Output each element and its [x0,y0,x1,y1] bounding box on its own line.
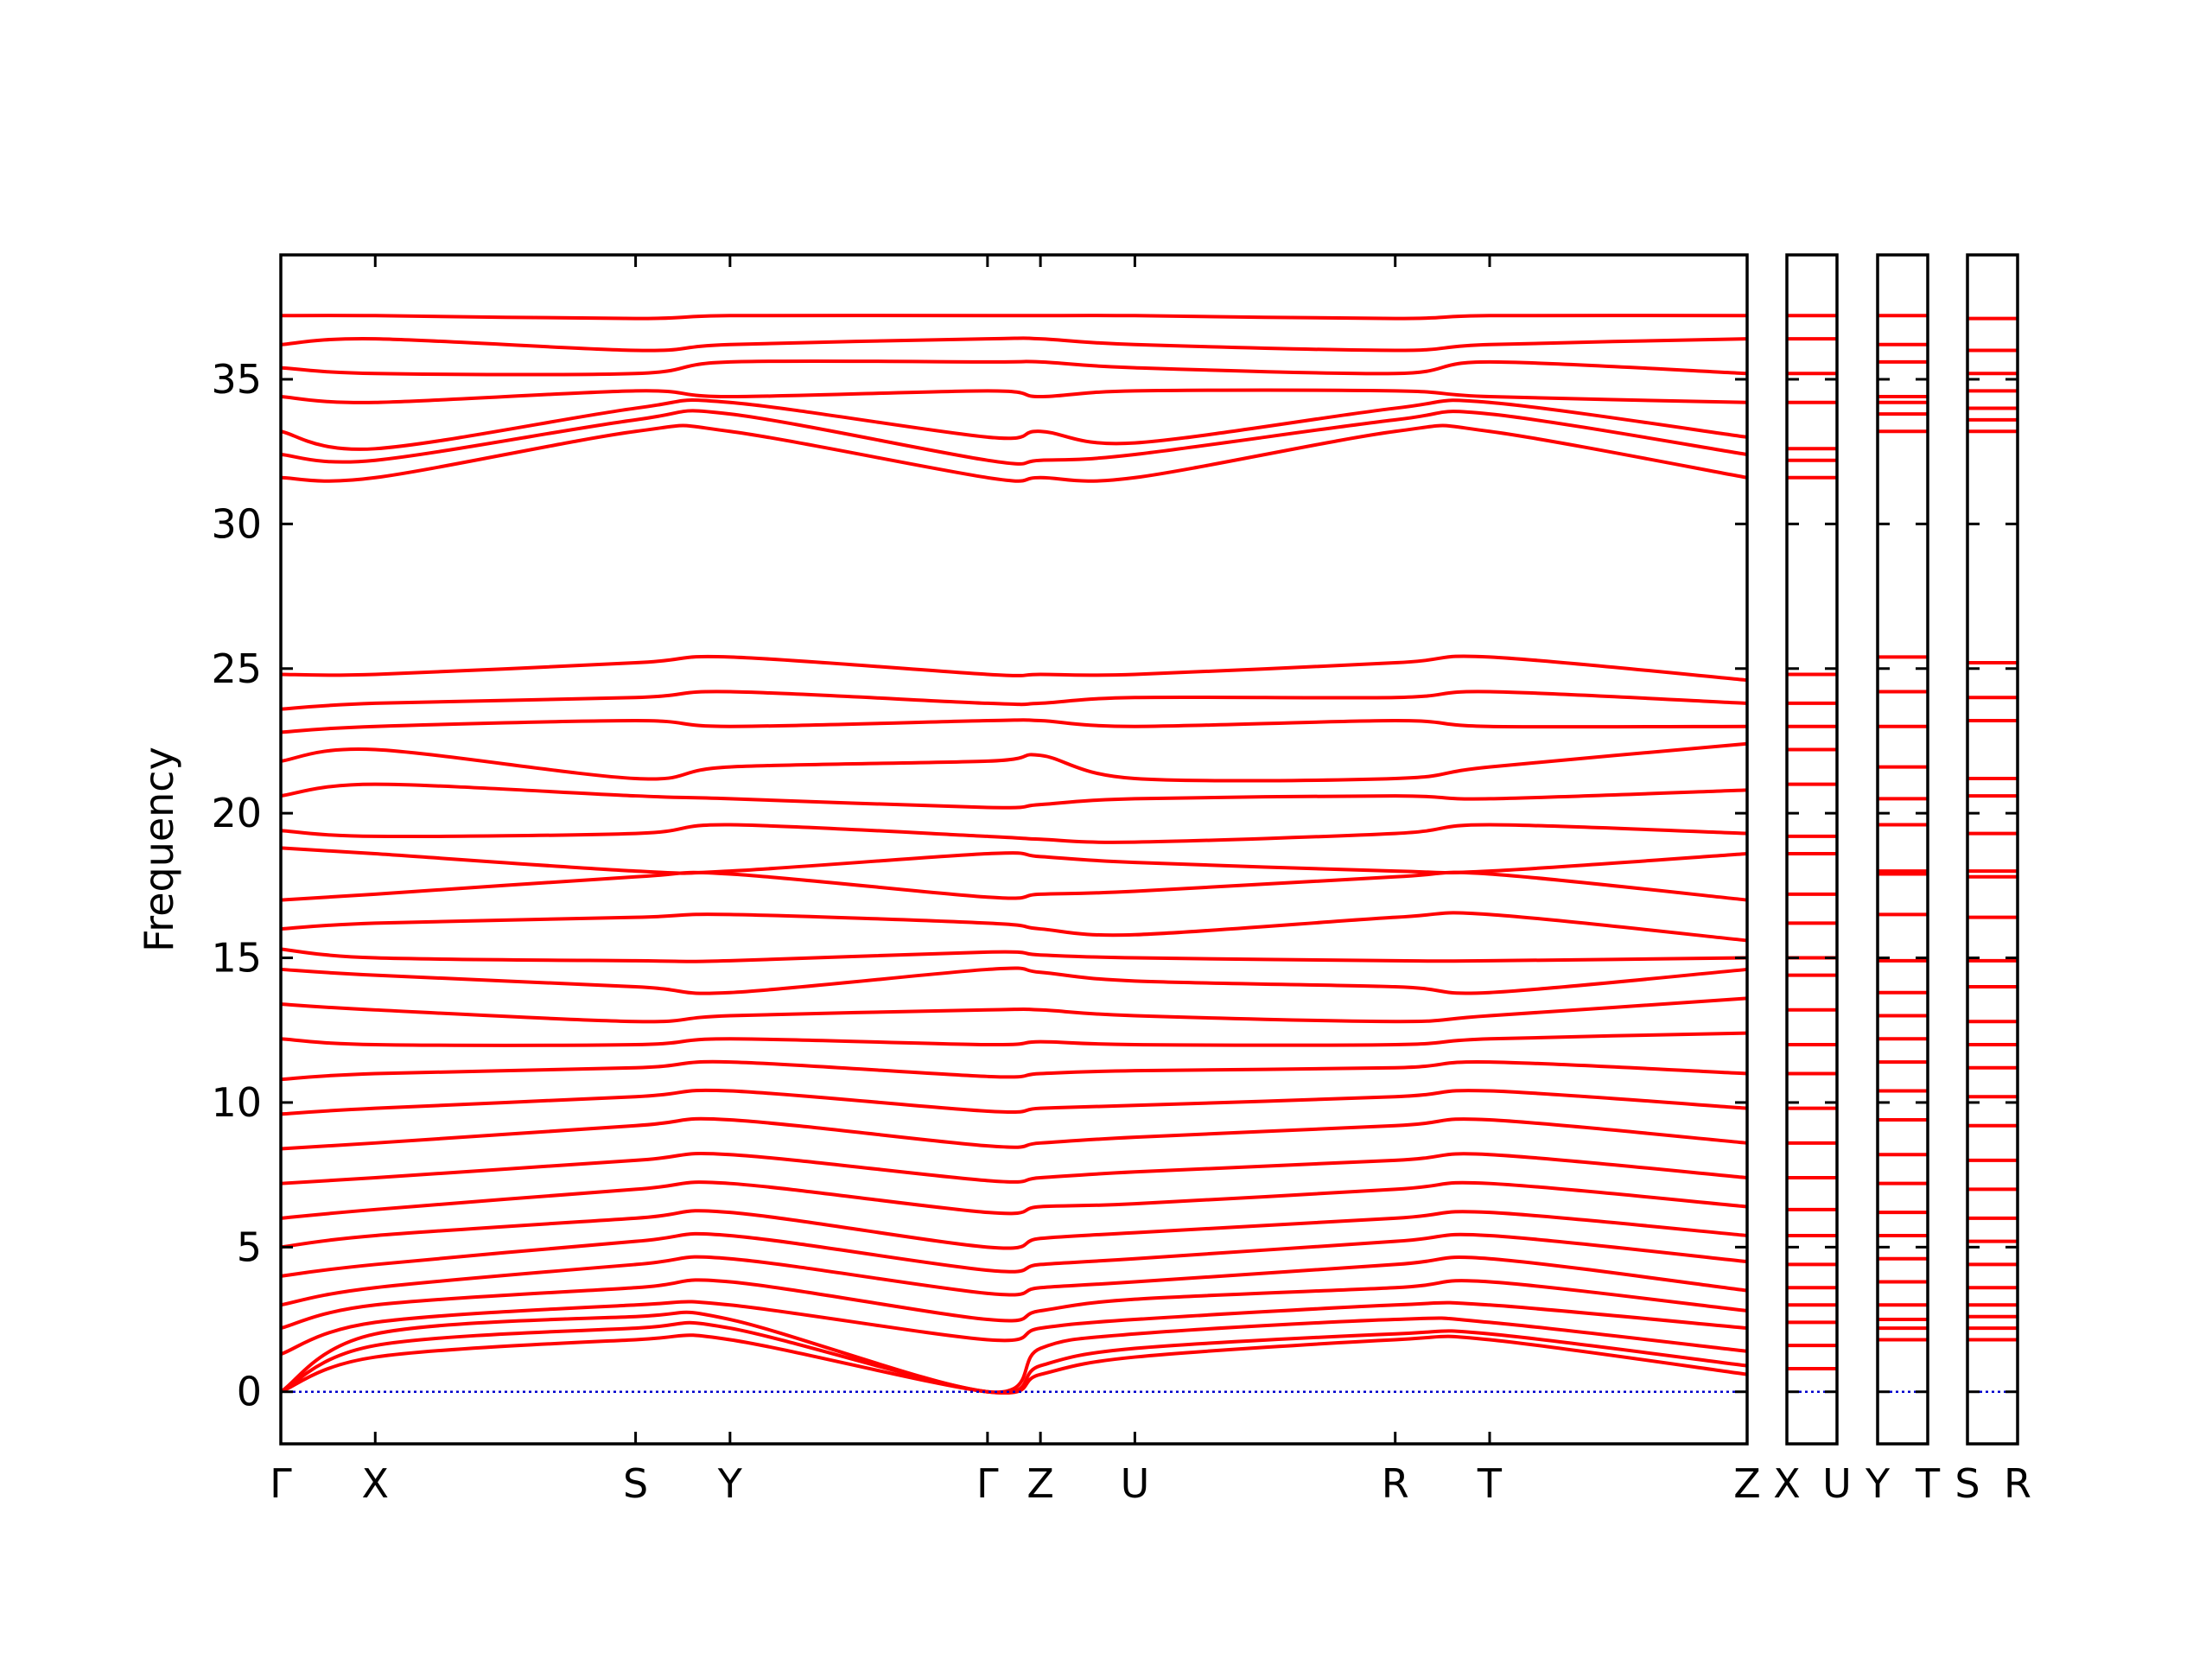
band-line [280,409,1748,466]
band-line [280,1255,1748,1307]
x-tick-label: Y [717,1460,743,1507]
y-tick-label: 5 [237,1224,262,1270]
x-tick-label: Y [1865,1460,1891,1507]
band-line [280,947,1748,963]
x-tick-label: X [1773,1460,1801,1507]
x-tick-label: T [1915,1460,1941,1507]
band-line [280,1278,1748,1331]
y-tick-label: 25 [211,645,262,692]
axes-frame [1785,253,1839,1446]
band-line [280,690,1748,711]
band-line [280,966,1748,995]
x-tick-label: X [362,1460,390,1507]
x-tick-label: Γ [976,1460,999,1507]
axes-frame [1966,253,2019,1446]
band-line [279,1310,1748,1395]
x-tick-label: Z [1733,1460,1761,1507]
x-tick-label: T [1477,1460,1503,1507]
band-line [280,718,1748,734]
band-line [280,846,1748,875]
band-line [280,1180,1748,1220]
y-tick-label: 10 [211,1079,262,1126]
x-tick-label: S [1955,1460,1980,1507]
x-tick-label: S [623,1460,648,1507]
band-line [280,359,1748,377]
y-tick-label: 20 [211,790,262,836]
band-line [280,911,1748,943]
axes-frame [1876,253,1929,1446]
band-line [280,1031,1748,1047]
x-tick-label: U [1121,1460,1150,1507]
y-tick-label: 0 [237,1369,262,1415]
x-tick-label: Z [1027,1460,1054,1507]
band-line [280,654,1748,683]
x-tick-label: R [1382,1460,1409,1507]
band-line [280,1209,1748,1250]
band-line [280,314,1748,321]
y-axis-label: Frequency [136,747,182,952]
band-line [280,1088,1748,1116]
band-line [280,870,1748,902]
band-line [280,1231,1748,1278]
y-tick-label: 15 [211,935,262,982]
x-tick-label: U [1822,1460,1852,1507]
band-line [280,1151,1748,1185]
axes-frame [279,253,1749,1446]
band-line [280,823,1748,844]
band-line [280,741,1748,783]
y-tick-label: 35 [211,356,262,403]
band-line [280,1300,1748,1357]
x-tick-label: Γ [270,1460,292,1507]
band-line [280,1333,1748,1395]
band-line [280,996,1748,1024]
band-line [280,782,1748,810]
y-tick-label: 30 [211,500,262,547]
band-line [280,336,1748,353]
band-line [280,398,1748,451]
band-line [280,1320,1748,1395]
band-line [280,1059,1748,1082]
x-tick-label: R [2004,1460,2031,1507]
band-line [280,388,1748,404]
band-line [280,1116,1748,1151]
band-line [280,423,1748,483]
